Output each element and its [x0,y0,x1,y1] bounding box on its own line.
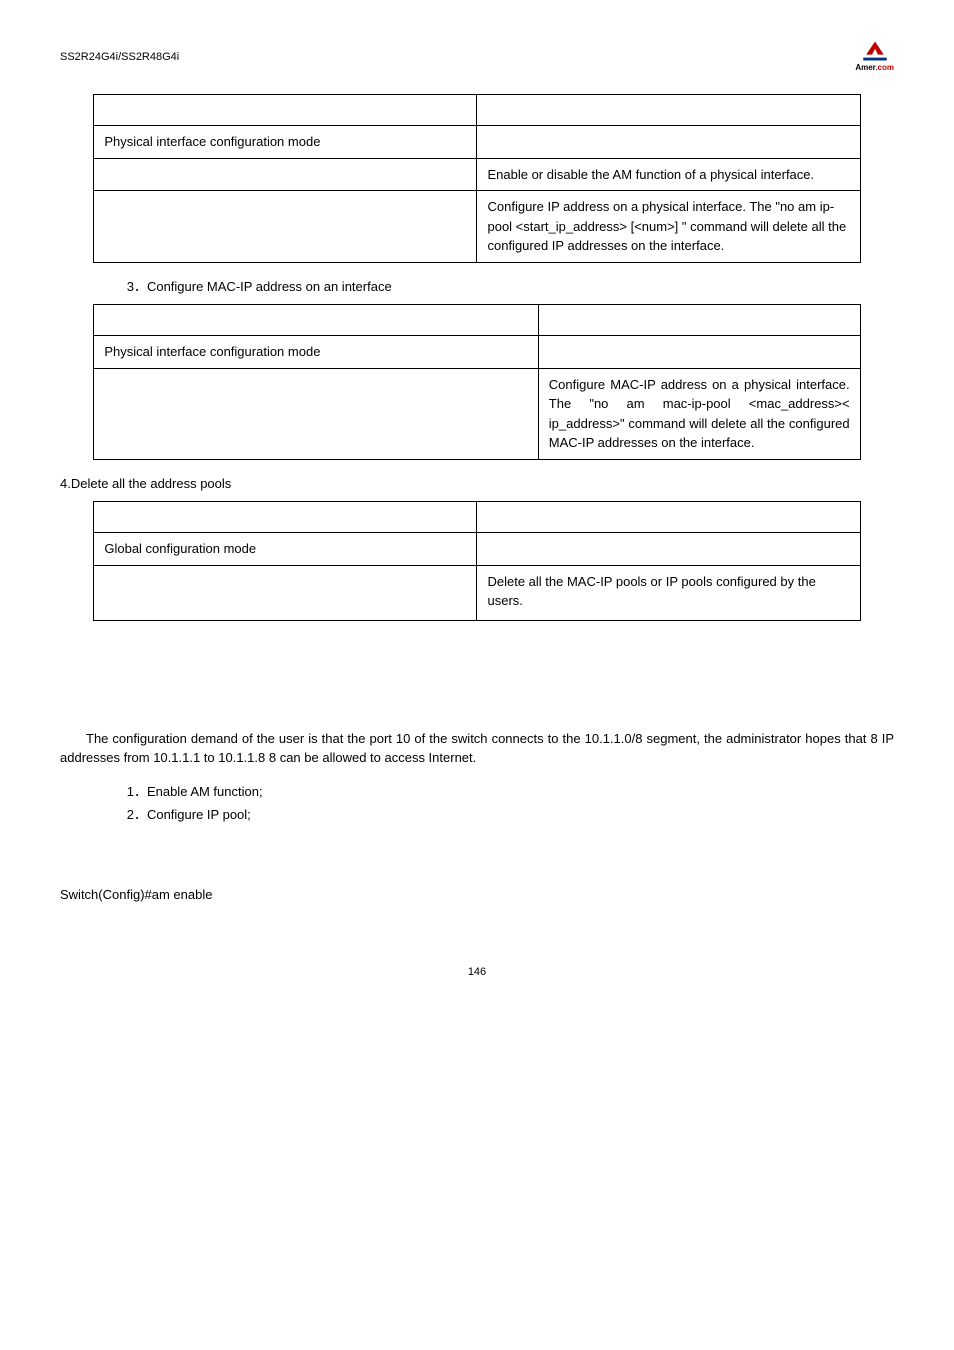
table-cell: Configure MAC-IP address on a physical i… [538,368,860,459]
step-4-label: 4.Delete all the address pools [60,474,894,494]
page-number: 146 [60,964,894,981]
list-item-1: 1．Enable AM function; [127,782,894,802]
table-cell [538,336,860,369]
table-cell [94,305,538,336]
table-2: Physical interface configuration mode Co… [93,304,860,460]
table-cell [477,126,860,159]
table-cell: Enable or disable the AM function of a p… [477,158,860,191]
table-3: Global configuration mode Delete all the… [93,501,860,621]
step-3-label: 3．Configure MAC-IP address on an interfa… [127,277,894,297]
logo: Amer.com [855,40,894,74]
table-cell [94,565,477,620]
table-cell [477,533,860,566]
logo-brand-b: .com [875,63,894,72]
header-model: SS2R24G4i/SS2R48G4i [60,49,179,66]
table-cell [94,95,477,126]
table-cell: Configure IP address on a physical inter… [477,191,860,263]
table-cell: Global configuration mode [94,533,477,566]
logo-icon [860,40,890,62]
command-line: Switch(Config)#am enable [60,885,894,905]
table-cell [94,368,538,459]
table-cell: Physical interface configuration mode [94,126,477,159]
logo-text: Amer.com [855,62,894,74]
table-cell [477,95,860,126]
table-1: Physical interface configuration mode En… [93,94,860,263]
paragraph: The configuration demand of the user is … [60,729,894,768]
table-cell: Physical interface configuration mode [94,336,538,369]
logo-brand-a: Amer [855,63,875,72]
table-cell: Delete all the MAC-IP pools or IP pools … [477,565,860,620]
table-cell [538,305,860,336]
table-cell [94,191,477,263]
list-item-2: 2．Configure IP pool; [127,805,894,825]
table-cell [94,502,477,533]
table-cell [94,158,477,191]
table-cell [477,502,860,533]
